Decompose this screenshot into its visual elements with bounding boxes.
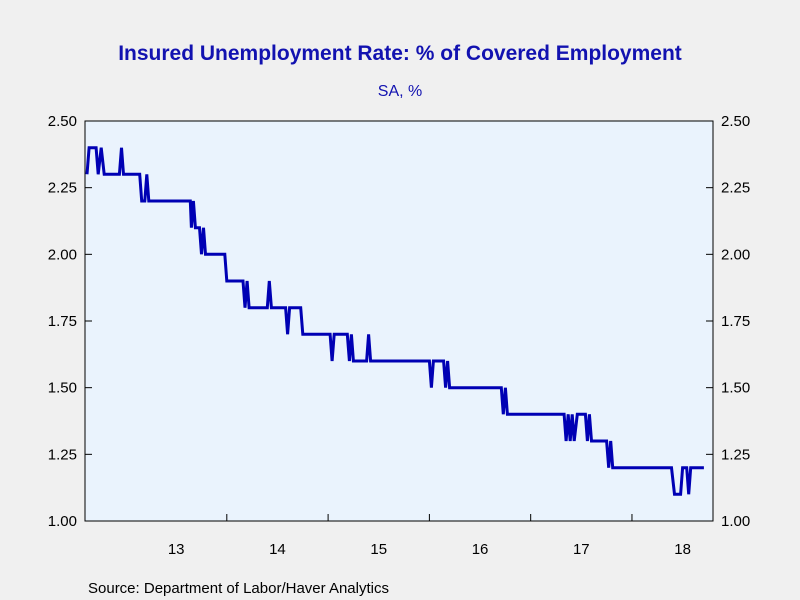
y-tick-label-right: 2.00: [721, 246, 750, 263]
x-tick-label: 17: [573, 541, 590, 558]
x-tick-label: 18: [674, 541, 691, 558]
y-tick-label-right: 1.25: [721, 446, 750, 463]
y-tick-label-right: 2.25: [721, 180, 750, 197]
plot-area: [84, 120, 714, 522]
x-tick-label: 13: [168, 541, 185, 558]
chart-subtitle: SA, %: [378, 83, 422, 100]
y-tick-label-left: 1.50: [48, 380, 77, 397]
x-tick-label: 16: [472, 541, 489, 558]
y-tick-label-left: 2.25: [48, 180, 77, 197]
x-axis: 13 14 15 16 17 18: [168, 514, 691, 558]
y-tick-label-right: 2.50: [721, 113, 750, 130]
source-note: Source: Department of Labor/Haver Analyt…: [88, 580, 389, 597]
y-tick-label-left: 2.50: [48, 113, 77, 130]
x-tick-label: 15: [370, 541, 387, 558]
y-tick-label-left: 1.75: [48, 313, 77, 330]
y-axis: 2.50 2.50 2.25 2.25 2.00 2.00 1.75 1.75 1.50 1.50…: [48, 113, 750, 530]
y-tick-label-right: 1.75: [721, 313, 750, 330]
series-line: [85, 146, 704, 496]
y-tick-label-left: 2.00: [48, 246, 77, 263]
y-tick-label-right: 1.00: [721, 513, 750, 530]
y-tick-label-right: 1.50: [721, 380, 750, 397]
y-tick-label-left: 1.25: [48, 446, 77, 463]
x-tick-label: 14: [269, 541, 286, 558]
y-tick-label-left: 1.00: [48, 513, 77, 530]
chart-title: Insured Unemployment Rate: % of Covered …: [118, 42, 682, 65]
